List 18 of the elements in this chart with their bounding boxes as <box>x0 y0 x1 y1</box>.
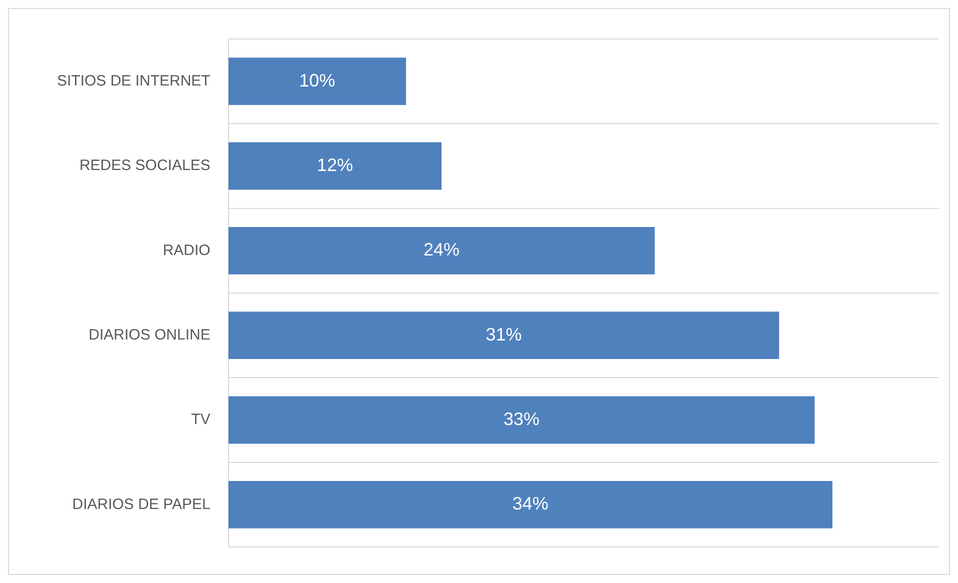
bar <box>228 396 815 444</box>
y-tick-label: TV <box>191 411 210 428</box>
data-label: 34% <box>512 494 548 514</box>
y-tick-label: RADIO <box>162 242 210 259</box>
data-label: 12% <box>316 154 353 175</box>
data-label: 24% <box>424 240 460 260</box>
bar <box>228 142 442 190</box>
bar <box>228 480 832 528</box>
bar <box>228 312 780 360</box>
data-label: 31% <box>486 324 522 344</box>
data-label: 10% <box>299 70 336 90</box>
y-tick-label: DIARIOS DE PAPEL <box>72 496 210 513</box>
y-tick-label: REDES SOCIALES <box>79 157 210 174</box>
data-label: 33% <box>503 408 540 429</box>
y-tick-label: DIARIOS ONLINE <box>88 326 210 344</box>
y-tick-label: SITIOS DE INTERNET <box>56 72 210 90</box>
bar <box>228 226 655 274</box>
bar <box>228 58 406 106</box>
